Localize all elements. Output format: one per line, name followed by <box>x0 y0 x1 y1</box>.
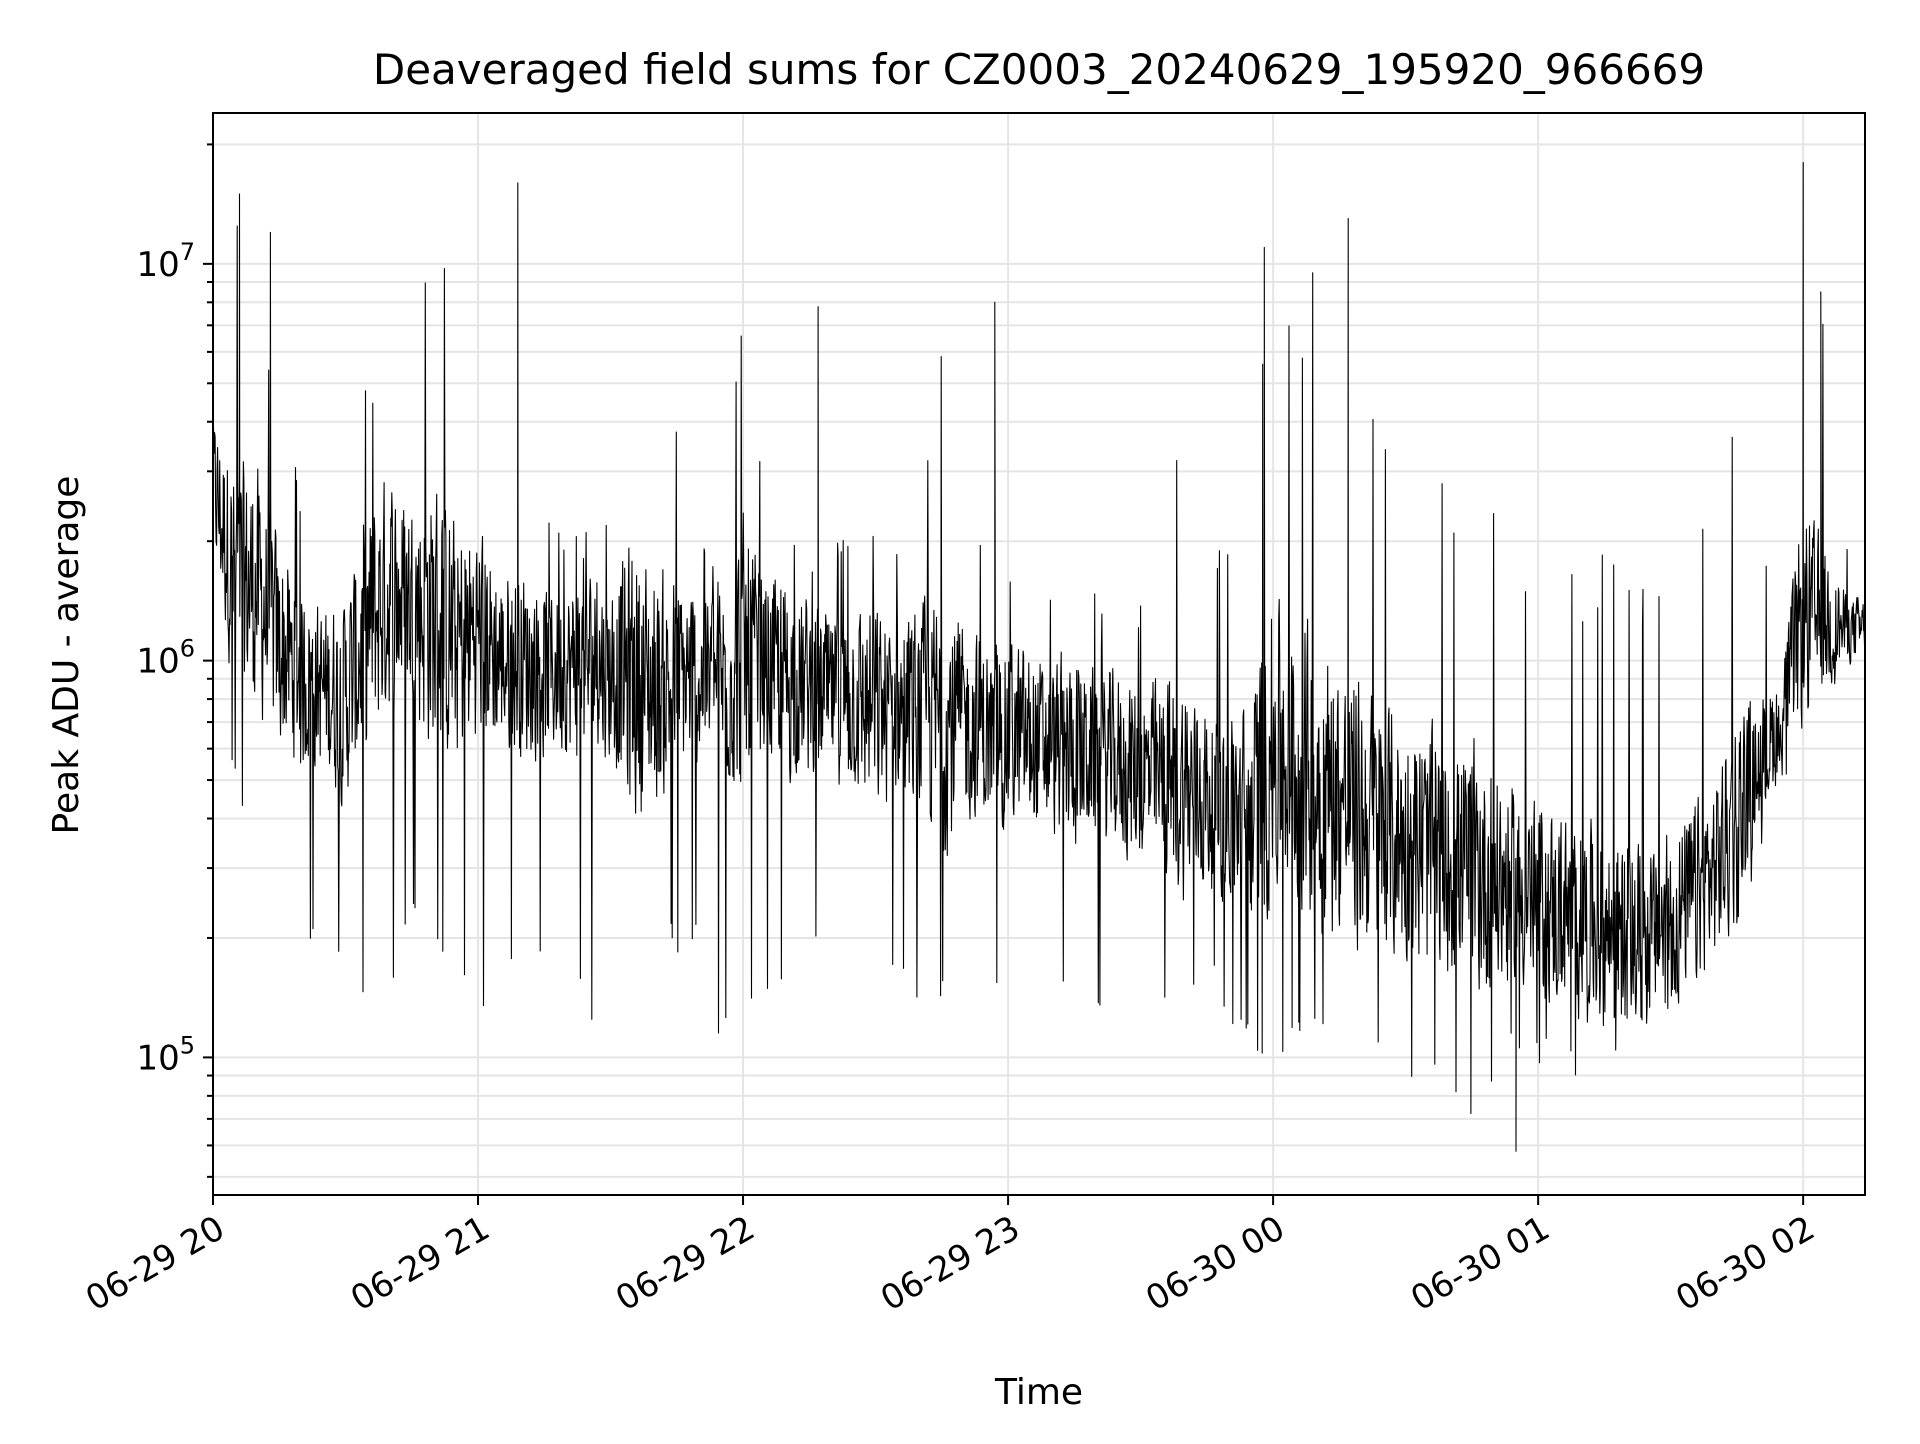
y-tick-exponent: 5 <box>180 1031 195 1059</box>
y-tick-label: 106 <box>136 635 195 682</box>
series-line <box>212 162 1866 1152</box>
y-tick-label: 105 <box>136 1031 195 1078</box>
y-tick-exponent: 6 <box>180 635 195 663</box>
plot-frame <box>212 112 1866 1196</box>
y-tick-label: 107 <box>136 238 195 285</box>
y-axis-label: Peak ADU - average <box>46 476 87 835</box>
plot-area <box>212 162 1866 1152</box>
chart-title: Deaveraged field sums for CZ0003_2024062… <box>373 45 1705 94</box>
y-tick-base: 10 <box>136 245 179 285</box>
y-tick-exponent: 7 <box>180 238 195 266</box>
y-tick-base: 10 <box>136 1038 179 1078</box>
x-axis-label: Time <box>994 1372 1083 1413</box>
y-tick-base: 10 <box>136 642 179 682</box>
